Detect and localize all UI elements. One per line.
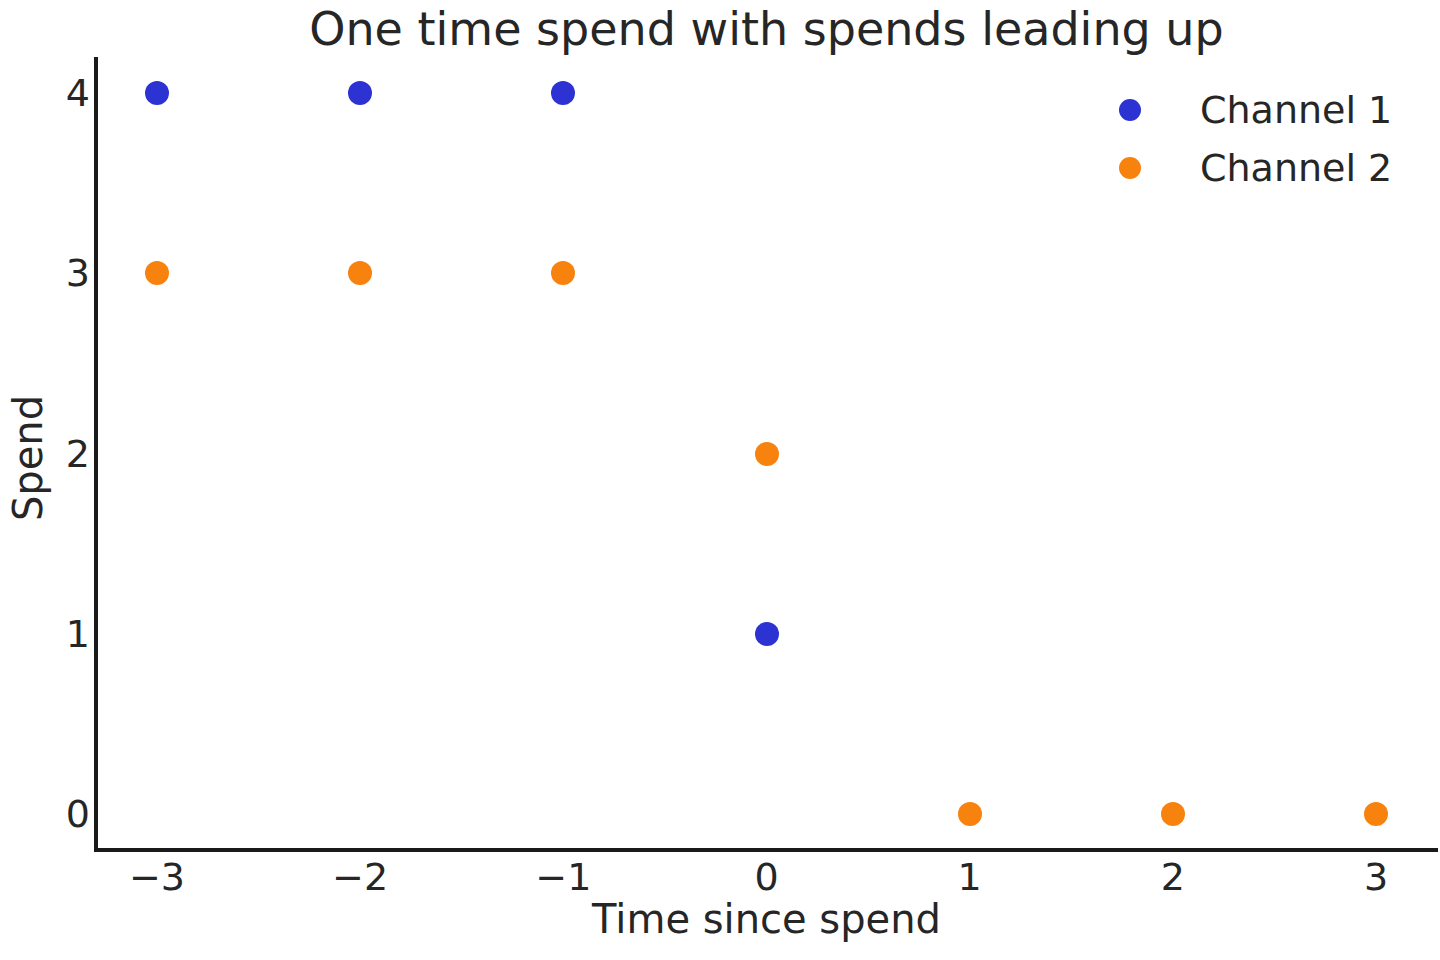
data-point	[1161, 802, 1185, 826]
x-tick-label: 2	[1093, 856, 1253, 900]
x-tick-label: 1	[890, 856, 1050, 900]
legend-label: Channel 1	[1200, 88, 1392, 132]
x-tick-label: −3	[77, 856, 237, 900]
data-point	[1364, 802, 1388, 826]
legend-label: Channel 2	[1200, 146, 1392, 190]
legend-entry: Channel 2	[1095, 139, 1392, 197]
legend-marker-icon	[1119, 157, 1141, 179]
x-axis-spine	[94, 848, 1438, 852]
legend-entry: Channel 1	[1095, 81, 1392, 139]
y-tick-label: 4	[10, 74, 90, 112]
x-tick-label: −2	[280, 856, 440, 900]
data-point	[145, 81, 169, 105]
legend: Channel 1 Channel 2	[1095, 81, 1392, 197]
y-axis-spine	[94, 57, 98, 852]
data-point	[145, 261, 169, 285]
data-point	[958, 802, 982, 826]
x-tick-label: 0	[687, 856, 847, 900]
y-tick-label: 3	[10, 254, 90, 292]
y-tick-label: 2	[10, 435, 90, 473]
data-point	[551, 261, 575, 285]
data-point	[551, 81, 575, 105]
legend-marker-area	[1095, 157, 1165, 179]
x-tick-label: 3	[1296, 856, 1440, 900]
data-point	[348, 261, 372, 285]
data-point	[755, 622, 779, 646]
data-point	[755, 442, 779, 466]
chart-title: One time spend with spends leading up	[96, 2, 1437, 56]
x-tick-label: −1	[483, 856, 643, 900]
legend-marker-icon	[1119, 99, 1141, 121]
figure: One time spend with spends leading up Sp…	[0, 0, 1440, 960]
x-axis-label: Time since spend	[96, 896, 1437, 942]
legend-marker-area	[1095, 99, 1165, 121]
y-tick-label: 1	[10, 615, 90, 653]
y-tick-label: 0	[10, 795, 90, 833]
data-point	[348, 81, 372, 105]
